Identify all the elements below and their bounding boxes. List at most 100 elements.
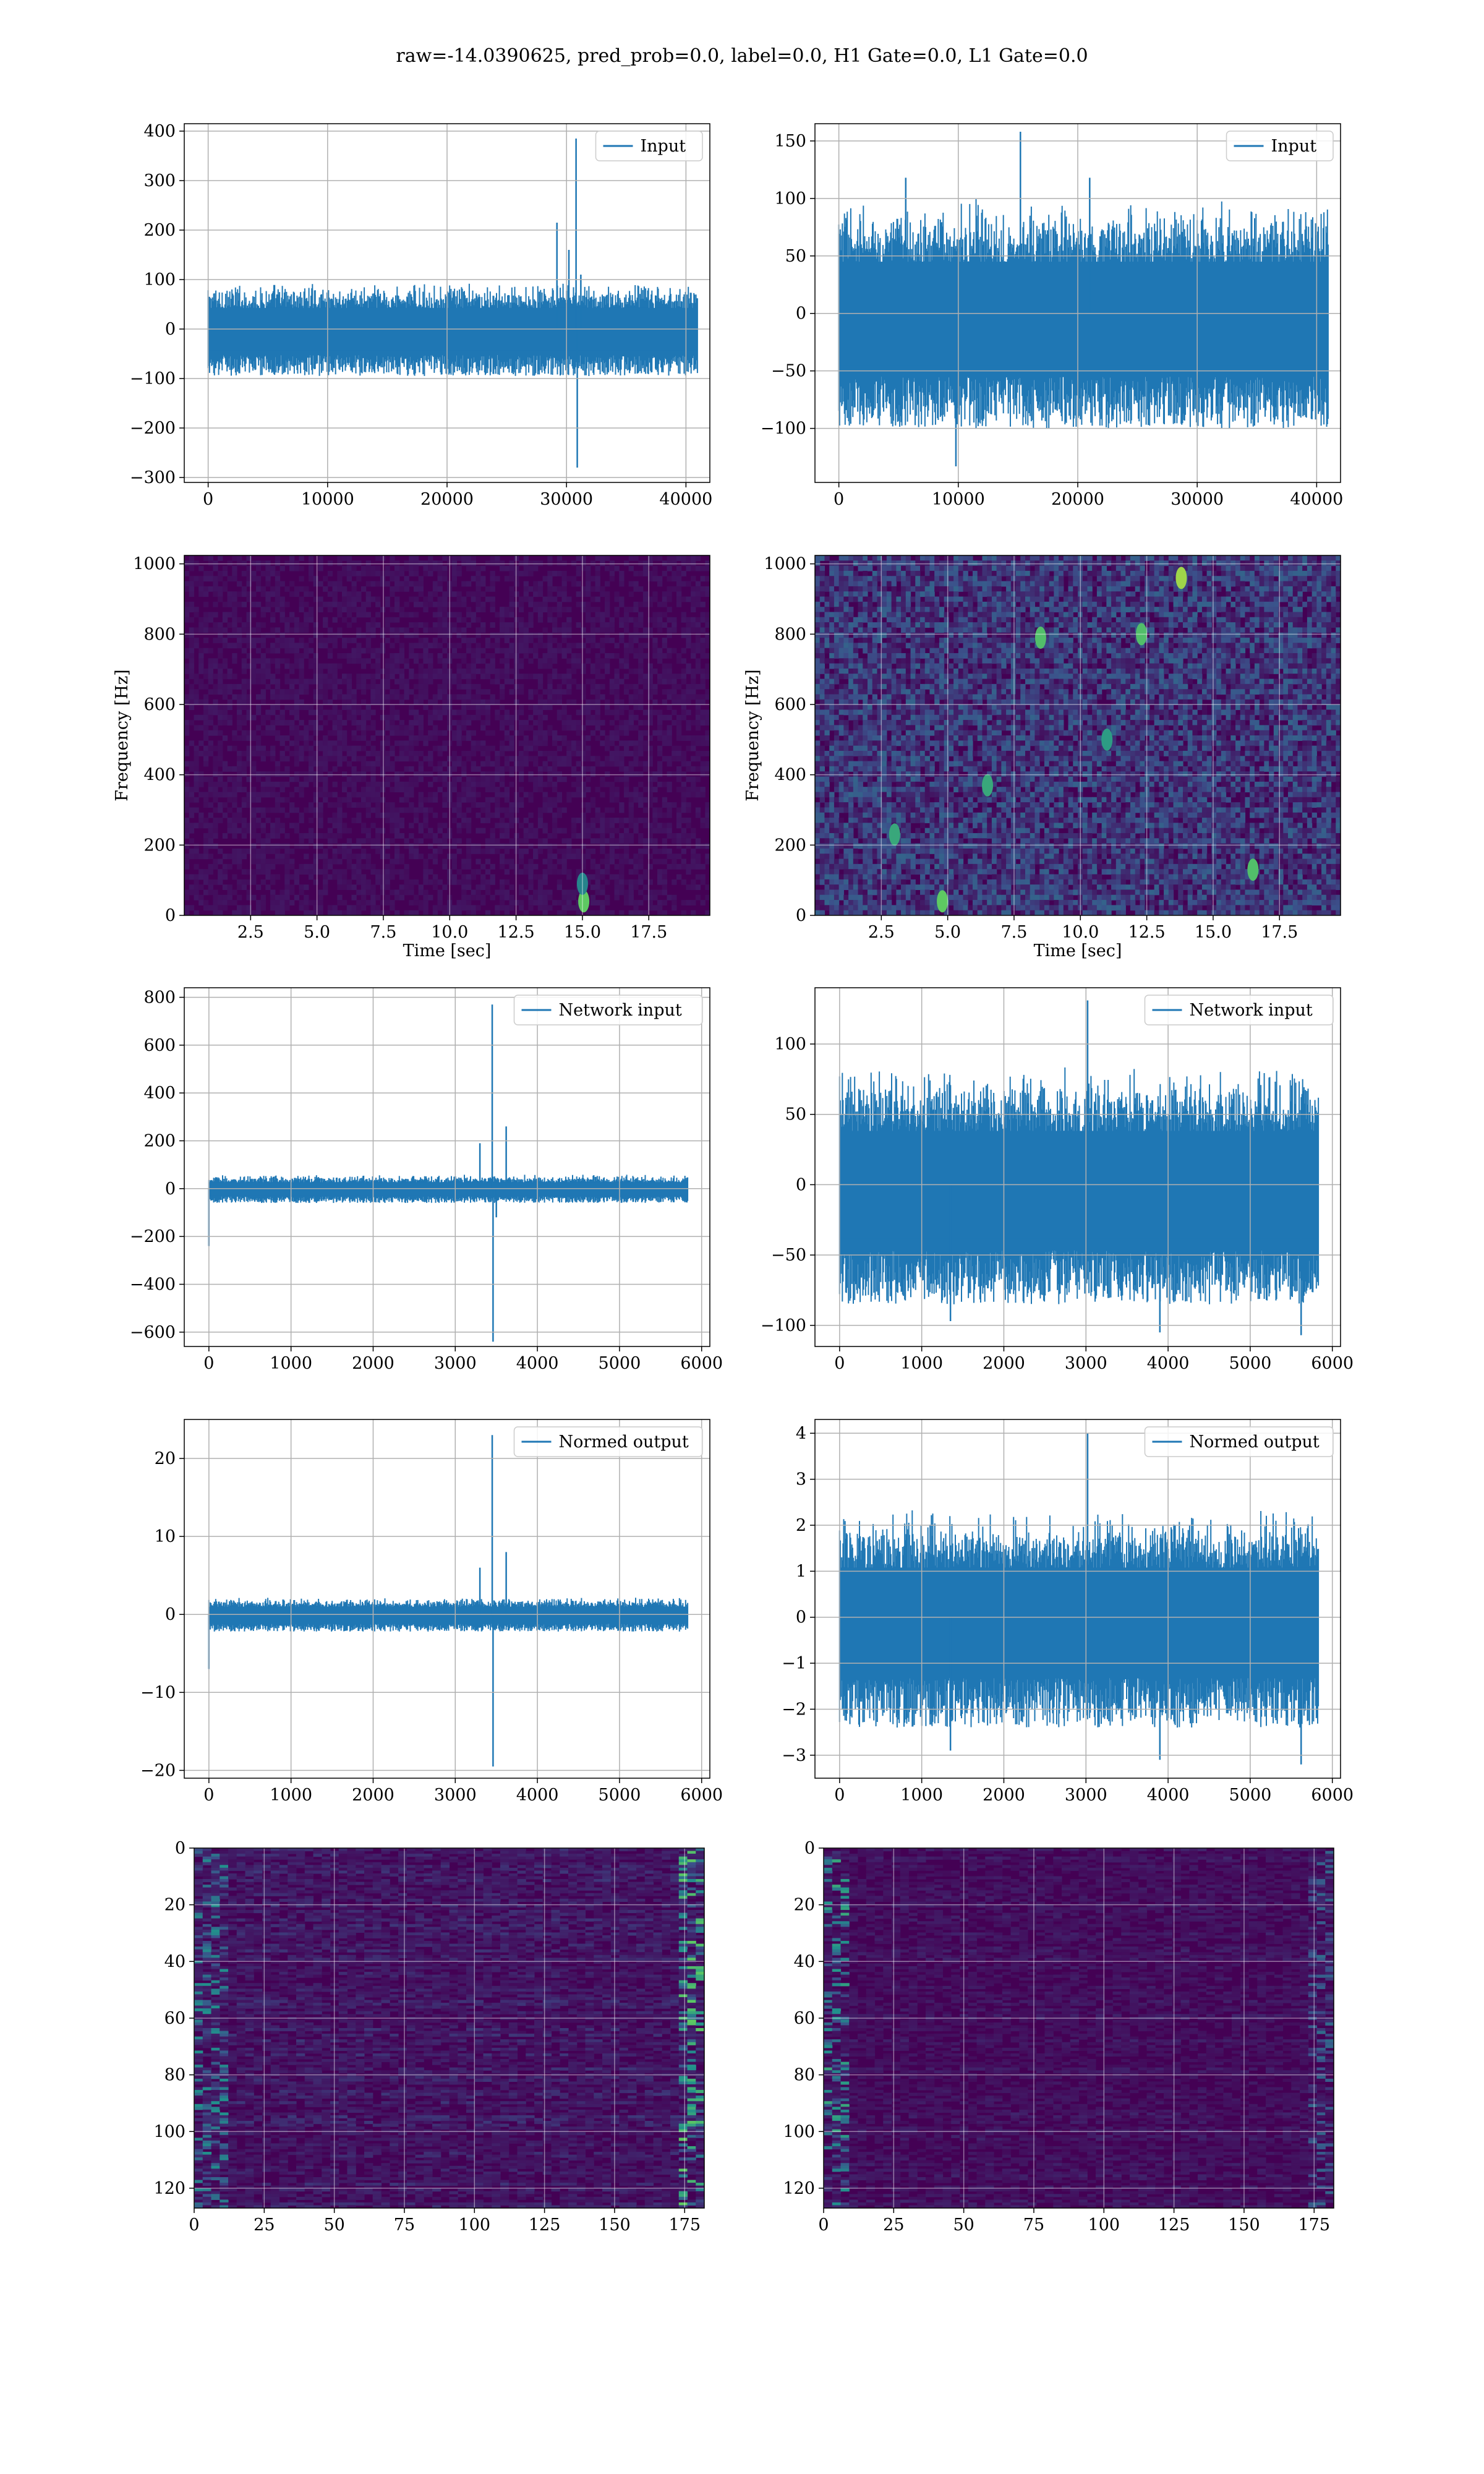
heatmap-cell bbox=[447, 678, 453, 685]
heatmap-cell bbox=[260, 838, 266, 844]
heatmap-cell bbox=[251, 858, 257, 865]
heatmap-cell bbox=[289, 776, 295, 782]
heatmap-cell bbox=[586, 576, 591, 582]
heatmap-cell bbox=[218, 750, 223, 756]
heatmap-cell bbox=[227, 714, 232, 721]
heatmap-cell bbox=[657, 653, 663, 659]
heatmap-cell bbox=[705, 823, 710, 829]
heatmap-cell bbox=[213, 781, 218, 787]
heatmap-cell bbox=[681, 658, 686, 664]
heatmap-cell bbox=[576, 750, 581, 756]
heatmap-cell bbox=[528, 900, 534, 905]
heatmap-cell bbox=[451, 643, 458, 649]
heatmap-cell bbox=[294, 591, 300, 597]
heatmap-cell bbox=[566, 874, 572, 880]
heatmap-cell bbox=[819, 889, 825, 896]
heatmap-cell bbox=[413, 750, 419, 756]
heatmap-cell bbox=[418, 761, 424, 767]
heatmap-cell bbox=[834, 818, 840, 823]
heatmap-cell bbox=[428, 771, 433, 777]
heatmap-cell bbox=[628, 750, 634, 756]
heatmap-cell bbox=[390, 709, 395, 716]
heatmap-cell bbox=[695, 694, 701, 700]
heatmap-cell bbox=[471, 674, 476, 680]
heatmap-cell bbox=[385, 756, 390, 762]
heatmap-cell bbox=[370, 889, 376, 896]
heatmap-cell bbox=[700, 612, 706, 618]
heatmap-cell bbox=[561, 807, 567, 813]
heatmap-cell bbox=[586, 704, 591, 711]
heatmap-cell bbox=[490, 560, 495, 567]
heatmap-cell bbox=[461, 714, 467, 721]
heatmap-cell bbox=[428, 699, 433, 705]
heatmap-cell bbox=[642, 745, 649, 751]
heatmap-cell bbox=[466, 910, 472, 915]
heatmap-cell bbox=[332, 709, 338, 716]
heatmap-cell bbox=[824, 792, 830, 798]
heatmap-cell bbox=[600, 776, 605, 782]
heatmap-cell bbox=[260, 905, 266, 911]
heatmap-cell bbox=[514, 581, 519, 587]
heatmap-cell bbox=[375, 812, 381, 818]
heatmap-cell bbox=[571, 823, 577, 829]
heatmap-cell bbox=[342, 730, 348, 736]
heatmap-cell bbox=[815, 653, 821, 659]
heatmap-cell bbox=[461, 781, 467, 787]
heatmap-cell bbox=[819, 663, 825, 669]
heatmap-cell bbox=[838, 612, 844, 618]
heatmap-cell bbox=[218, 632, 223, 638]
heatmap-cell bbox=[695, 555, 701, 561]
heatmap-cell bbox=[237, 643, 242, 649]
heatmap-cell bbox=[313, 730, 318, 736]
heatmap-cell bbox=[279, 740, 285, 747]
heatmap-cell bbox=[600, 643, 605, 649]
heatmap-cell bbox=[241, 560, 247, 567]
heatmap-cell bbox=[595, 570, 600, 576]
heatmap-cell bbox=[351, 586, 357, 592]
heatmap-cell bbox=[829, 720, 835, 726]
heatmap-cell bbox=[318, 905, 323, 911]
heatmap-cell bbox=[691, 756, 696, 762]
heatmap-cell bbox=[480, 704, 486, 711]
heatmap-cell bbox=[198, 714, 204, 721]
heatmap-cell bbox=[581, 704, 586, 711]
heatmap-cell bbox=[351, 884, 357, 891]
heatmap-cell bbox=[304, 627, 309, 633]
heatmap-cell bbox=[504, 797, 510, 803]
heatmap-cell bbox=[337, 750, 343, 756]
heatmap-cell bbox=[815, 627, 821, 633]
heatmap-cell bbox=[547, 869, 553, 875]
heatmap-cell bbox=[342, 674, 348, 680]
heatmap-cell bbox=[667, 787, 672, 793]
heatmap-cell bbox=[676, 874, 682, 880]
heatmap-cell bbox=[638, 699, 644, 705]
heatmap-cell bbox=[829, 910, 835, 915]
heatmap-cell bbox=[504, 658, 510, 664]
heatmap-cell bbox=[657, 879, 663, 885]
heatmap-cell bbox=[246, 591, 252, 597]
heatmap-cell bbox=[451, 720, 458, 726]
heatmap-cell bbox=[432, 704, 438, 711]
heatmap-cell bbox=[332, 668, 338, 674]
heatmap-cell bbox=[552, 771, 558, 777]
heatmap-cell bbox=[275, 823, 281, 829]
heatmap-cell bbox=[834, 709, 840, 716]
heatmap-cell bbox=[442, 689, 448, 695]
heatmap-cell bbox=[838, 570, 844, 576]
heatmap-cell bbox=[370, 823, 376, 829]
heatmap-cell bbox=[466, 787, 472, 793]
heatmap-cell bbox=[279, 643, 285, 649]
heatmap-cell bbox=[456, 823, 462, 829]
heatmap-cell bbox=[284, 766, 290, 772]
heatmap-cell bbox=[370, 653, 376, 659]
heatmap-cell bbox=[241, 720, 247, 726]
heatmap-cell bbox=[595, 658, 600, 664]
heatmap-cell bbox=[399, 565, 405, 571]
heatmap-cell bbox=[184, 781, 190, 787]
heatmap-cell bbox=[834, 560, 840, 567]
heatmap-cell bbox=[623, 838, 629, 844]
heatmap-cell bbox=[270, 756, 276, 762]
heatmap-cell bbox=[490, 622, 495, 628]
heatmap-cell bbox=[533, 745, 539, 751]
heatmap-cell bbox=[834, 607, 840, 613]
